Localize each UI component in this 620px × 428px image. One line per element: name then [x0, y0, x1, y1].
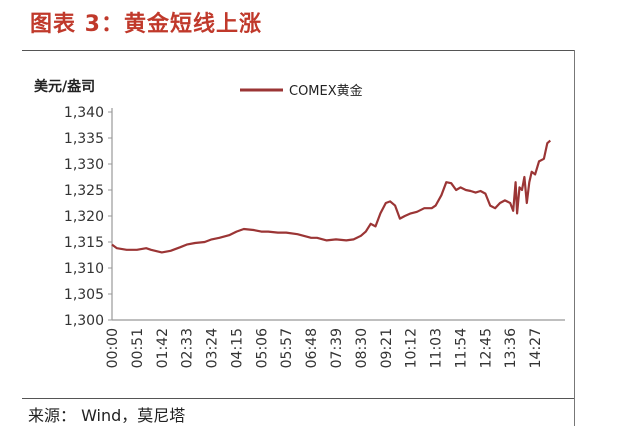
- y-tick-label: 1,340: [64, 105, 104, 121]
- x-tick-label: 13:36: [503, 328, 519, 368]
- x-tick-label: 05:06: [254, 328, 270, 368]
- x-tick-label: 01:42: [155, 328, 171, 368]
- x-tick-label: 11:54: [453, 328, 469, 368]
- x-tick-label: 14:27: [528, 328, 544, 368]
- y-tick-label: 1,315: [64, 235, 104, 251]
- series-line-comex-gold: [111, 139, 552, 254]
- y-axis-unit-label: 美元/盎司: [34, 78, 95, 95]
- legend-label: COMEX黄金: [289, 83, 363, 99]
- top-divider: [22, 50, 574, 51]
- x-tick-label: 11:03: [429, 328, 445, 368]
- legend: COMEX黄金: [240, 83, 363, 99]
- bottom-divider: [22, 398, 574, 399]
- y-axis-ticks: 1,300 1,305 1,310 1,315 1,320 1,325 1,330 1,335…: [64, 105, 112, 329]
- x-tick-label: 03:24: [205, 328, 221, 368]
- y-tick-label: 1,320: [64, 209, 104, 225]
- x-tick-label: 05:57: [279, 328, 295, 368]
- x-axis-ticks: 00:00 00:51 01:42 02:33 03:24 04:15 05:06 05:57…: [105, 328, 544, 368]
- y-tick-label: 1,330: [64, 157, 104, 173]
- x-tick-label: 12:45: [478, 328, 494, 368]
- x-tick-label: 00:00: [105, 328, 121, 368]
- right-border: [574, 50, 575, 426]
- source-note: 来源： Wind，莫尼塔: [28, 406, 186, 425]
- x-tick-label: 10:12: [404, 328, 420, 368]
- x-tick-label: 02:33: [180, 328, 196, 368]
- y-tick-label: 1,300: [64, 313, 104, 329]
- x-tick-label: 00:51: [130, 328, 146, 368]
- y-tick-label: 1,310: [64, 261, 104, 277]
- x-tick-label: 08:30: [354, 328, 370, 368]
- x-tick-label: 07:39: [329, 328, 345, 368]
- y-tick-label: 1,335: [64, 131, 104, 147]
- x-tick-label: 04:15: [229, 328, 245, 368]
- x-tick-label: 09:21: [379, 328, 395, 368]
- x-tick-label: 06:48: [304, 328, 320, 368]
- y-tick-label: 1,305: [64, 287, 104, 303]
- y-tick-label: 1,325: [64, 183, 104, 199]
- figure-title: 图表 3：黄金短线上涨: [30, 12, 262, 37]
